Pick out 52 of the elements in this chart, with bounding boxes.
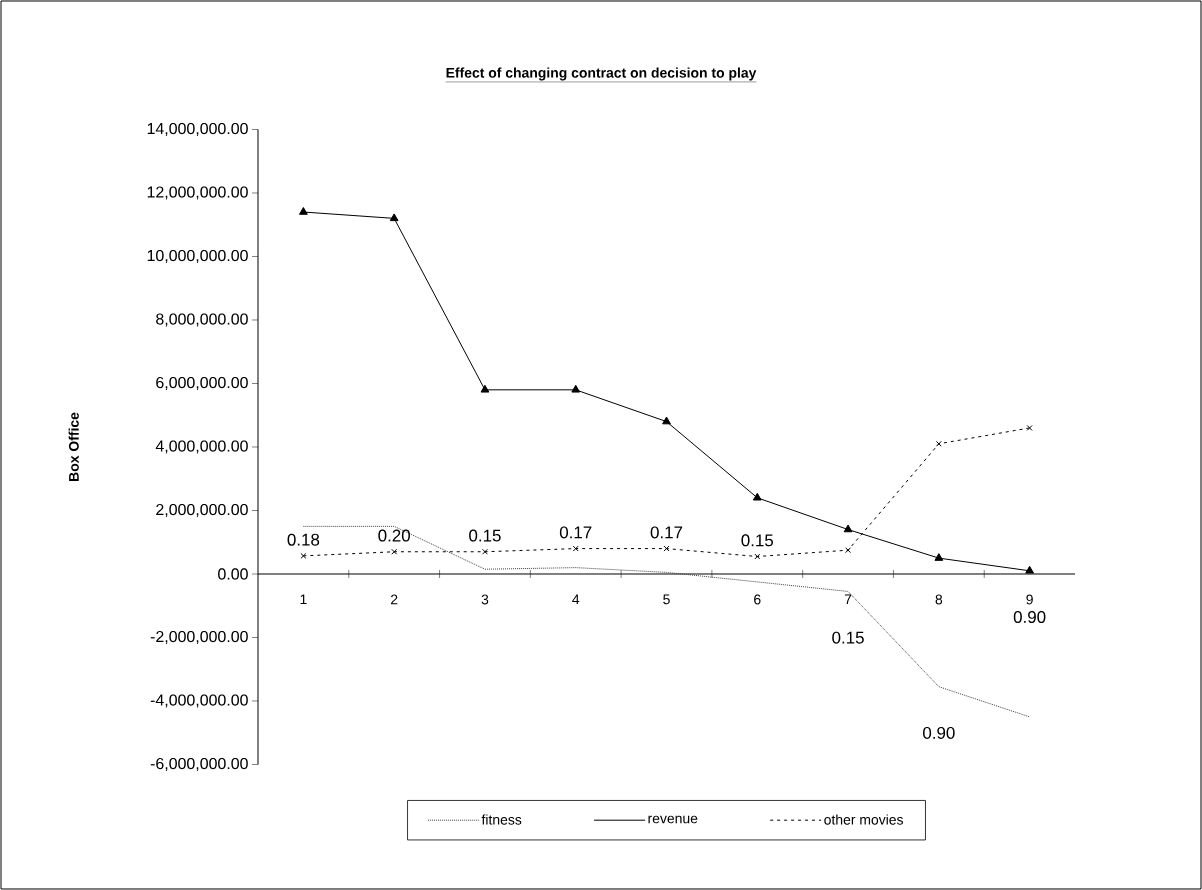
- y-tick-label: 6,000,000.00: [156, 376, 248, 391]
- x-tick-label: 2: [391, 594, 398, 605]
- legend-label: fitness: [481, 814, 522, 825]
- point: [934, 553, 944, 561]
- y-tick-label: -4,000,000.00: [150, 694, 248, 708]
- y-tick-label: 4,000,000.00: [155, 440, 248, 454]
- annotation: 0.90: [1013, 611, 1046, 624]
- x-tick-label: 4: [572, 594, 580, 605]
- point: [480, 384, 490, 393]
- x-tick-label: 6: [754, 594, 761, 605]
- x-tick-label: 1: [300, 594, 307, 605]
- y-tick-label: 12,000,000.00: [147, 186, 248, 200]
- point: [1026, 424, 1033, 431]
- point: [935, 440, 942, 447]
- point: [300, 552, 307, 559]
- y-tick-label: 2,000,000.00: [156, 503, 248, 518]
- annotation: 0.17: [559, 526, 592, 539]
- point: [752, 492, 762, 501]
- x-tick-label: 7: [844, 594, 852, 605]
- point: [754, 553, 761, 560]
- point: [299, 207, 308, 215]
- annotation: 0.18: [287, 533, 320, 546]
- annotation: 0.15: [741, 534, 774, 547]
- legend-label: other movies: [824, 814, 904, 825]
- annotation: 0.90: [923, 726, 955, 739]
- annotation: 0.15: [469, 529, 501, 542]
- point: [663, 545, 670, 552]
- point: [572, 545, 579, 552]
- chart-title: Effect of changing contract on decision to play: [446, 67, 757, 81]
- point: [1025, 565, 1034, 574]
- point: [662, 416, 671, 425]
- x-tick-label: 9: [1026, 594, 1033, 605]
- y-tick-label: -6,000,000.00: [150, 757, 248, 772]
- annotation: 0.15: [832, 631, 864, 644]
- y-tick-label: 14,000,000.00: [147, 122, 248, 137]
- point: [481, 548, 488, 555]
- point: [571, 384, 581, 393]
- point: [391, 548, 398, 555]
- x-tick-label: 5: [663, 594, 670, 605]
- y-tick-label: 8,000,000.00: [156, 313, 248, 327]
- y-tick-label: -2,000,000.00: [150, 630, 248, 645]
- y-axis-title: Box Office: [68, 412, 79, 481]
- y-tick-label: 10,000,000.00: [147, 249, 248, 264]
- point: [843, 524, 853, 533]
- x-tick-label: 8: [935, 594, 943, 605]
- annotation: 0.17: [650, 526, 683, 539]
- point: [389, 213, 399, 222]
- annotation: 0.20: [378, 529, 410, 542]
- point: [845, 547, 852, 554]
- x-tick-label: 3: [481, 594, 489, 605]
- y-tick-label: 0.00: [218, 568, 248, 580]
- legend-label: revenue: [648, 815, 698, 824]
